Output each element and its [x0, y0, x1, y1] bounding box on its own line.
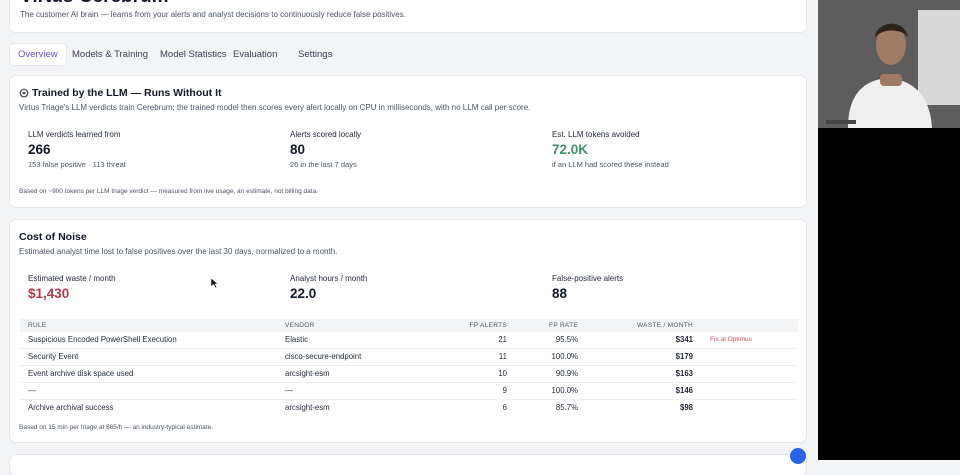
table-cell: —: [28, 386, 36, 395]
column-header: VENDOR: [285, 322, 315, 329]
stat-value: 80: [290, 142, 306, 157]
table-cell: 6: [502, 403, 507, 412]
page-subtitle: The customer AI brain — learns from your…: [20, 10, 406, 19]
table-cell: 10: [498, 369, 507, 378]
card-title: Trained by the LLM — Runs Without It: [32, 87, 222, 99]
tab[interactable]: Settings: [298, 49, 333, 60]
row-divider: [20, 348, 798, 349]
table-cell: $179: [675, 352, 693, 361]
column-header: FP ALERTS: [469, 322, 507, 329]
stat-label: Alerts scored locally: [290, 130, 362, 139]
brain-icon: [19, 88, 29, 98]
page-title: Virtus Cerebrum: [20, 0, 169, 8]
table-cell: cisco-secure-endpoint: [285, 352, 362, 361]
stat-value: 88: [552, 286, 568, 301]
stat-label: Est. LLM tokens avoided: [552, 130, 640, 139]
column-header: FP RATE: [549, 322, 578, 329]
tab[interactable]: Model Statistics: [160, 49, 227, 60]
table-cell: $98: [679, 403, 693, 412]
stat-note: 153 false positive · 113 threat: [28, 160, 126, 169]
table-cell: 9: [502, 386, 507, 395]
column-header: RULE: [28, 322, 47, 329]
webcam-video: [818, 0, 960, 128]
card-description: Virtus Triage's LLM verdicts train Cereb…: [19, 103, 531, 112]
stat-value: 22.0: [290, 286, 317, 301]
table-cell: Suspicious Encoded PowerShell Execution: [28, 335, 177, 344]
stat-note: if an LLM had scored these instead: [552, 160, 669, 169]
table-cell: arcsight-esm: [285, 369, 330, 378]
table-cell: Archive archival success: [28, 403, 114, 412]
stat-note: 26 in the last 7 days: [290, 160, 357, 169]
table-cell: $341: [675, 335, 693, 344]
card-title: Cost of Noise: [19, 231, 87, 243]
table-cell: 100.0%: [551, 352, 578, 361]
footnote: Based on 15 min per triage at $65/h — an…: [19, 424, 214, 431]
stat-label: False-positive alerts: [552, 274, 624, 283]
footnote: Based on ~900 tokens per LLM triage verd…: [19, 188, 318, 195]
column-header: WASTE / MONTH: [636, 322, 693, 329]
table-header: [20, 319, 798, 332]
stat-value: $1,430: [28, 286, 70, 301]
noise-card: Cost of Noise Estimated analyst time los…: [10, 220, 806, 442]
row-divider: [20, 365, 798, 366]
table-cell: 85.7%: [555, 403, 578, 412]
table-cell: arcsight-esm: [285, 403, 330, 412]
table-cell: Event archive disk space used: [28, 369, 134, 378]
table-cell: Elastic: [285, 335, 308, 344]
header-card: Virtus Cerebrum The customer AI brain — …: [10, 0, 806, 32]
row-divider: [20, 382, 798, 383]
stat-value: 266: [28, 142, 51, 157]
table-cell: Security Event: [28, 352, 79, 361]
table-cell: —: [285, 386, 293, 395]
page: {"header":{"title":"Virtus Cerebrum","su…: [10, 0, 960, 475]
table-cell: 90.9%: [555, 369, 578, 378]
table-cell: 21: [498, 335, 507, 344]
table-cell: 11: [498, 352, 507, 361]
stat-label: Analyst hours / month: [290, 274, 368, 283]
stat-value: 72.0K: [552, 142, 589, 157]
next-card: [10, 455, 806, 475]
tab[interactable]: Models & Training: [72, 49, 149, 60]
tab[interactable]: Overview: [10, 44, 66, 65]
cursor: [210, 277, 219, 289]
llm-card: Trained by the LLM — Runs Without It Vir…: [10, 76, 806, 207]
row-divider: [20, 399, 798, 400]
webcam-panel: [818, 0, 960, 460]
table-cell: $146: [675, 386, 693, 395]
card-description: Estimated analyst time lost to false pos…: [19, 247, 338, 256]
table-cell: 100.0%: [551, 386, 578, 395]
table-cell: $163: [675, 369, 693, 378]
table-cell: 95.5%: [555, 335, 578, 344]
help-button[interactable]: [790, 448, 806, 464]
tab[interactable]: Evaluation: [233, 49, 278, 60]
stat-label: Estimated waste / month: [28, 274, 116, 283]
fix-link[interactable]: Fix at Optimus: [710, 336, 752, 343]
stat-label: LLM verdicts learned from: [28, 130, 121, 139]
